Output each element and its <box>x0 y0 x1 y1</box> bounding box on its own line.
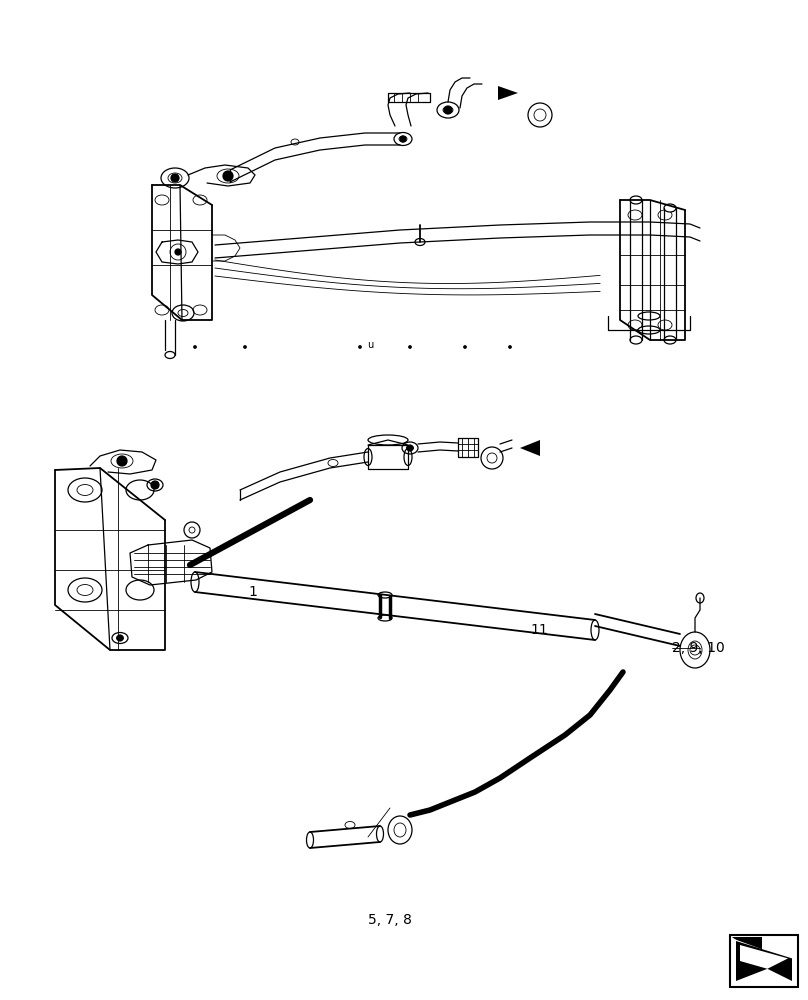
Circle shape <box>481 447 503 469</box>
Bar <box>730 935 798 987</box>
Text: 1: 1 <box>248 585 257 599</box>
Ellipse shape <box>591 620 599 640</box>
Ellipse shape <box>630 336 642 344</box>
Ellipse shape <box>306 832 314 848</box>
Ellipse shape <box>664 336 676 344</box>
Circle shape <box>151 481 159 489</box>
Polygon shape <box>734 939 794 983</box>
Polygon shape <box>520 440 540 456</box>
Ellipse shape <box>630 196 642 204</box>
Ellipse shape <box>638 312 660 320</box>
Circle shape <box>243 346 246 349</box>
Circle shape <box>528 103 552 127</box>
Polygon shape <box>736 941 792 981</box>
Circle shape <box>223 171 233 181</box>
Text: 5, 7, 8: 5, 7, 8 <box>368 913 412 927</box>
Circle shape <box>193 346 196 349</box>
Circle shape <box>508 346 511 349</box>
Ellipse shape <box>680 632 710 668</box>
Ellipse shape <box>191 572 199 592</box>
Ellipse shape <box>415 238 425 245</box>
Ellipse shape <box>378 592 392 598</box>
Circle shape <box>171 174 179 182</box>
Polygon shape <box>498 86 518 100</box>
Text: 2, 9, 10: 2, 9, 10 <box>672 641 725 655</box>
Ellipse shape <box>388 816 412 844</box>
Text: u: u <box>367 340 373 350</box>
Ellipse shape <box>165 352 175 359</box>
Circle shape <box>409 346 411 349</box>
Circle shape <box>184 522 200 538</box>
Ellipse shape <box>377 826 384 842</box>
Ellipse shape <box>404 448 412 466</box>
Ellipse shape <box>664 204 676 212</box>
Ellipse shape <box>378 615 392 621</box>
Polygon shape <box>740 945 788 969</box>
Ellipse shape <box>368 435 408 445</box>
Polygon shape <box>732 937 762 959</box>
Circle shape <box>359 346 361 349</box>
Text: 11: 11 <box>530 623 548 637</box>
Ellipse shape <box>638 326 660 334</box>
Circle shape <box>400 136 406 142</box>
Circle shape <box>464 346 466 349</box>
Circle shape <box>117 635 123 641</box>
Circle shape <box>175 249 181 255</box>
Ellipse shape <box>696 593 704 603</box>
Circle shape <box>444 106 452 114</box>
Ellipse shape <box>364 448 372 466</box>
Circle shape <box>407 445 413 451</box>
Circle shape <box>117 456 127 466</box>
